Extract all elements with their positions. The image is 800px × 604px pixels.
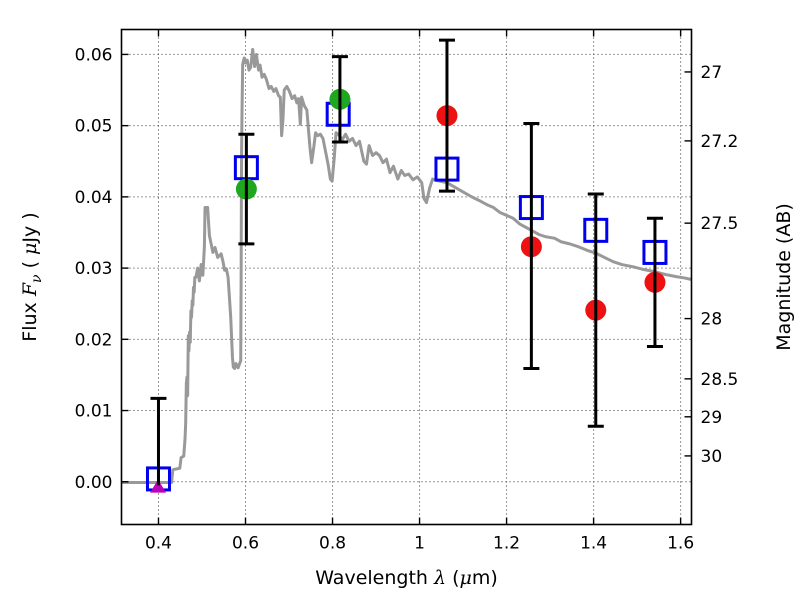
photometry-squares xyxy=(145,101,668,492)
x-tick-label: 1 xyxy=(414,534,425,554)
y-tick-labels-right: 27 27.2 27.5 28 28.5 29 30 xyxy=(701,63,739,467)
y-left-tick-label: 0.02 xyxy=(75,330,113,350)
gridlines xyxy=(121,29,692,525)
error-bars xyxy=(150,38,663,486)
axes-frame xyxy=(120,28,693,526)
y-right-tick-label: 30 xyxy=(701,447,723,467)
y-left-tick-label: 0.06 xyxy=(75,45,113,65)
model-spectrum-curve xyxy=(121,47,692,484)
y-right-tick-label: 27.5 xyxy=(701,214,739,234)
y-right-tick-label: 29 xyxy=(701,408,723,428)
y-left-tick-label: 0.00 xyxy=(75,473,113,493)
x-tick-label: 1.6 xyxy=(667,534,694,554)
x-tick-label: 0.6 xyxy=(232,534,259,554)
x-tick-label: 0.8 xyxy=(319,534,346,554)
x-tick-label: 1.2 xyxy=(493,534,520,554)
y-right-tick-label: 27.2 xyxy=(701,132,739,152)
x-tick-label: 1.4 xyxy=(580,534,607,554)
upper-limit-marker xyxy=(150,479,167,493)
y-axis-label-left: Flux Fν ( μJy ) xyxy=(19,212,45,341)
y-left-tick-label: 0.04 xyxy=(75,188,113,208)
y-left-tick-label: 0.05 xyxy=(75,117,113,137)
y-right-tick-label: 27 xyxy=(701,63,723,83)
x-axis-label: Wavelength λ (μm) xyxy=(315,567,498,589)
y-tick-labels-left: 0.00 0.01 0.02 0.03 0.04 0.05 0.06 xyxy=(75,45,113,492)
y-right-tick-label: 28.5 xyxy=(701,370,739,390)
upper-limit-point xyxy=(150,479,167,493)
y-axis-label-right: Magnitude (AB) xyxy=(773,203,795,351)
y-right-tick-label: 28 xyxy=(701,310,723,330)
y-left-tick-label: 0.03 xyxy=(75,259,113,279)
x-tick-label: 0.4 xyxy=(145,534,172,554)
y-left-tick-label: 0.01 xyxy=(75,402,113,422)
x-tick-labels: 0.4 0.6 0.8 1 1.2 1.4 1.6 xyxy=(145,534,694,554)
